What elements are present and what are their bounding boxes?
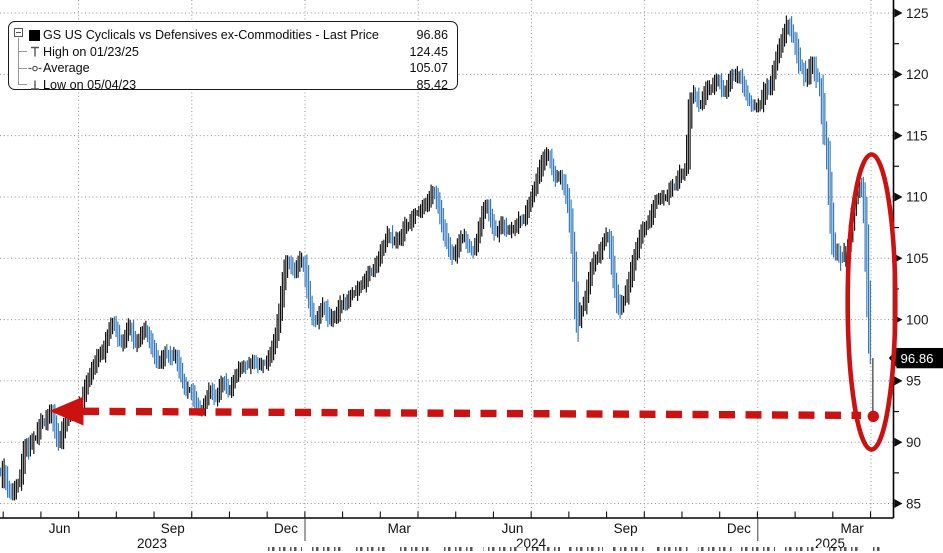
x-axis-year-label: 2023	[137, 536, 167, 551]
legend-value: 105.07	[409, 61, 448, 76]
y-tick-arrow-icon	[894, 69, 903, 79]
y-tick-arrow-icon	[894, 376, 903, 386]
y-axis-label: 90	[906, 435, 921, 450]
y-axis-label: 85	[906, 496, 921, 511]
y-tick-arrow-icon	[894, 8, 903, 18]
x-axis-month-label: Sep	[161, 521, 185, 536]
y-axis-label: 100	[906, 312, 929, 327]
dashed-arrow-annotation	[49, 396, 862, 426]
annotation-end-dot	[867, 410, 879, 422]
legend-value: 85.42	[416, 77, 448, 92]
x-axis-month-label: Mar	[840, 521, 864, 536]
legend-row: Low on 05/04/23 85.42	[9, 77, 457, 93]
price-series-bars	[0, 15, 871, 501]
high-marker-icon	[28, 45, 42, 58]
right-axis: 125 120 115 110 105 100 95 90 85	[892, 0, 929, 518]
x-axis-month-label: Sep	[614, 521, 638, 536]
legend-row: GS US Cyclicals vs Defensives ex-Commodi…	[9, 27, 457, 43]
y-axis-label: 125	[906, 6, 929, 21]
y-axis-label: 110	[906, 190, 928, 205]
y-axis-label: 105	[906, 251, 929, 266]
legend-tree-stub	[18, 51, 27, 53]
legend-tree-stub	[18, 67, 27, 69]
legend-row: High on 01/23/25 124.45	[9, 44, 457, 60]
legend-label: High on 01/23/25	[43, 44, 139, 59]
y-tick-arrow-icon	[894, 131, 903, 141]
clipped-footer-text	[268, 547, 882, 551]
highlight-ellipse-annotation	[845, 152, 898, 452]
average-marker-icon	[28, 62, 42, 75]
last-price-tag: 96.86	[888, 347, 943, 369]
legend-label: Average	[43, 61, 90, 76]
y-tick-arrow-icon	[894, 499, 903, 508]
series-swatch-black-square-icon	[28, 29, 42, 42]
legend-value: 96.86	[416, 28, 448, 42]
y-tick-arrow-icon	[894, 192, 903, 202]
legend-tree-stub	[18, 84, 27, 86]
legend-tree-line	[18, 38, 19, 84]
x-axis-month-label: Dec	[274, 521, 298, 536]
x-axis-month-label: Jun	[49, 521, 71, 536]
x-axis-month-label: Dec	[727, 521, 751, 536]
y-axis-label: 120	[906, 67, 929, 82]
legend-row: Average 105.07	[9, 60, 457, 76]
y-tick-arrow-icon	[894, 437, 903, 447]
y-axis-label: 95	[906, 374, 921, 389]
price-tag-value: 96.86	[901, 351, 934, 366]
x-axis-month-label: Jun	[502, 521, 524, 536]
legend-collapse-icon[interactable]	[14, 28, 23, 37]
y-axis-label: 115	[906, 128, 928, 143]
x-axis-month-label: Mar	[388, 521, 412, 536]
legend-value: 124.45	[409, 44, 448, 59]
low-marker-icon	[28, 78, 42, 91]
legend-label: GS US Cyclicals vs Defensives ex-Commodi…	[43, 28, 379, 42]
legend-label: Low on 05/04/23	[43, 77, 137, 92]
chart-legend: GS US Cyclicals vs Defensives ex-Commodi…	[8, 21, 458, 93]
arrowhead-left-icon	[49, 396, 84, 426]
